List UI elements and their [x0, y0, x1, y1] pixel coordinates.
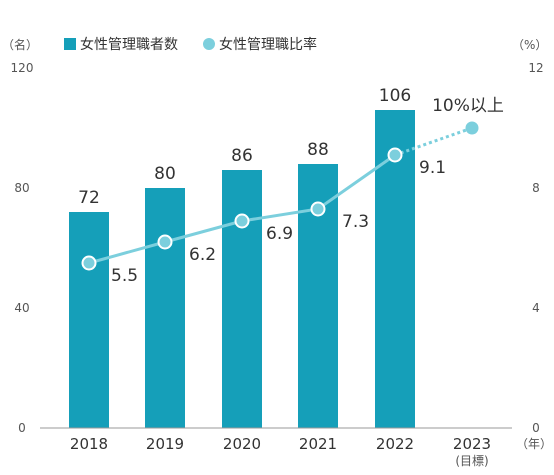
- line-point: [310, 201, 326, 217]
- left-axis-unit: （名）: [2, 37, 38, 52]
- bar-value-label: 88: [307, 140, 329, 160]
- legend-bar-swatch: [64, 38, 76, 50]
- left-axis-tick: 120: [11, 61, 34, 75]
- line-point: [465, 121, 479, 135]
- x-axis-tick-label: 2020: [223, 435, 261, 453]
- line-point: [234, 213, 250, 229]
- legend-bar-label: 女性管理職者数: [80, 36, 178, 53]
- line-dashed-segment: [394, 126, 473, 157]
- right-axis-tick: 12: [528, 61, 543, 75]
- legend-line-label: 女性管理職比率: [219, 36, 317, 53]
- bar-value-label: 80: [154, 164, 176, 184]
- left-axis-ticks: 0 40 80 120: [11, 61, 34, 435]
- line-series: 5.5 6.2 6.9 7.3 9.1 10%以上: [81, 96, 504, 286]
- line-value-label: 7.3: [342, 212, 369, 232]
- bar: [69, 212, 109, 428]
- left-axis-tick: 0: [18, 421, 26, 435]
- x-axis-tick-sublabel: (目標): [455, 454, 488, 468]
- x-axis-tick-label: 2022: [376, 435, 414, 453]
- right-axis-ticks: 0 4 8 12: [528, 61, 543, 435]
- bar-value-label: 72: [78, 188, 100, 208]
- legend-line-swatch: [203, 38, 215, 50]
- x-axis-tick-label: 2023: [453, 435, 491, 453]
- x-axis-tick-label: 2019: [146, 435, 184, 453]
- line-point: [387, 147, 403, 163]
- bar-value-label: 106: [379, 86, 411, 106]
- line-value-label: 5.5: [111, 266, 138, 286]
- right-axis-tick: 4: [532, 301, 540, 315]
- line-value-label: 6.9: [266, 224, 293, 244]
- right-axis-tick: 8: [532, 181, 540, 195]
- left-axis-tick: 40: [14, 301, 29, 315]
- x-axis-tick-label: 2021: [299, 435, 337, 453]
- bar: [222, 170, 262, 428]
- right-axis-tick: 0: [532, 421, 540, 435]
- right-axis-unit: （%）: [512, 38, 547, 52]
- x-axis-tick-label: 2018: [70, 435, 108, 453]
- x-axis-unit: （年）: [516, 437, 552, 451]
- bar: [145, 188, 185, 428]
- bar-value-label: 86: [231, 146, 253, 166]
- line-point: [81, 255, 97, 271]
- left-axis-tick: 80: [14, 181, 29, 195]
- line-point: [157, 234, 173, 250]
- bar-series: 72 80 86 88 106: [69, 86, 415, 428]
- legend: 女性管理職者数 女性管理職比率: [64, 36, 317, 53]
- line-value-label: 9.1: [419, 158, 446, 178]
- line-value-label: 6.2: [189, 245, 216, 265]
- x-axis-labels: 2018 2019 2020 2021 2022 2023(目標): [70, 435, 491, 468]
- line-value-label: 10%以上: [432, 96, 504, 116]
